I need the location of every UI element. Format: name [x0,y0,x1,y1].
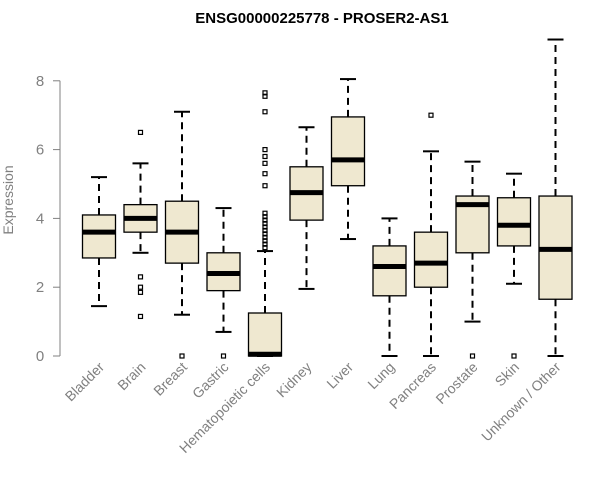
box-iqr [330,116,366,187]
box-iqr [372,245,407,297]
box-iqr [247,312,283,357]
y-tick-label-0: 0 [36,348,44,365]
y-tick-label-2: 4 [36,210,44,227]
category-label-6: Liver [323,359,356,392]
box-2 [164,110,200,359]
box-iqr [413,231,449,288]
outlier-point [137,274,144,280]
box-3 [206,207,241,359]
outlier-point [262,93,268,99]
y-axis: 0 2 4 6 8 [36,73,61,365]
box-7 [372,217,407,357]
outlier-point [469,353,476,359]
outlier-point [137,289,144,295]
y-tick-label-4: 8 [36,73,44,90]
category-label-0: Bladder [62,359,108,405]
outlier-point [137,129,144,135]
category-label-2: Breast [150,359,190,399]
category-label-1: Brain [114,359,148,393]
outlier-point [262,109,268,115]
outlier-point [262,183,268,189]
outlier-point [179,353,185,359]
category-label-11: Unknown / Other [478,359,564,445]
box-6 [330,78,366,241]
y-tick-label-1: 2 [36,279,44,296]
outlier-point [262,153,268,160]
chart-title: ENSG00000225778 - PROSER2-AS1 [195,10,448,27]
box-1 [123,129,158,320]
box-iqr [496,197,532,247]
outlier-point [137,313,144,320]
outlier-point [262,171,268,177]
category-label-5: Kidney [273,359,315,401]
outlier-point [262,147,268,153]
outlier-point [220,353,227,359]
box-8 [413,112,449,357]
box-5 [289,126,324,290]
outlier-point [428,112,434,118]
outlier-point [262,160,268,166]
outlier-point [262,245,268,251]
box-10 [496,172,532,359]
category-label-10: Skin [492,359,523,390]
category-label-7: Lung [364,359,397,392]
y-axis-label: Expression [0,165,16,234]
outlier-point [511,353,517,359]
box-11 [538,38,573,357]
box-9 [455,160,490,359]
box-4 [247,90,283,357]
category-label-9: Prostate [432,359,480,407]
outlier-point [137,284,144,290]
box-0 [81,176,117,308]
box-iqr [81,214,117,259]
boxes [81,38,573,359]
y-tick-label-3: 6 [36,142,44,159]
